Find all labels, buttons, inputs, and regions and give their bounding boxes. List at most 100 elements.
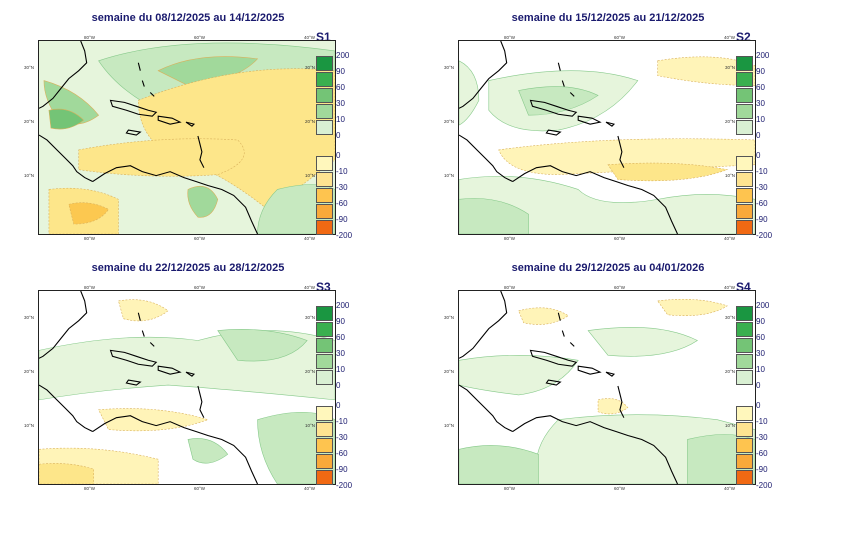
legend-value: 10 [336,365,345,374]
forecast-panel-s3: semaine du 22/12/2025 au 28/12/2025 S3 80°… [0,250,420,510]
legend-swatch [316,454,333,469]
coastline [577,365,602,375]
legend-value: 0 [336,151,341,160]
legend-value: 0 [336,131,341,140]
longitude-tick-label: 40°W [724,285,736,290]
legend-swatch [316,470,333,485]
legend-value: 0 [756,151,761,160]
legend-swatch [316,156,333,171]
anomaly-area [48,108,85,130]
anomaly-area [459,175,755,234]
color-legend: 200 90 60 30 10 0 0 -10 -30 -60 -90 -200 [736,302,796,490]
longitude-tick-label: 40°W [304,486,316,491]
coastline [125,129,142,136]
panel-title: semaine du 15/12/2025 au 21/12/2025 [511,12,705,24]
coastline [92,165,259,234]
legend-swatch [316,306,333,321]
longitude-tick-label: 40°W [304,285,316,290]
anomaly-area [257,184,335,234]
latitude-tick-label: 30°N [305,65,316,70]
legend-swatch [316,370,333,385]
legend-value: -10 [336,167,348,176]
legend-value: -90 [336,215,348,224]
legend-value: -10 [756,417,768,426]
legend-value: -30 [336,433,348,442]
coastline [512,415,679,484]
legend-swatch [736,104,753,119]
coastline [605,371,616,377]
legend-value: 200 [756,301,770,310]
coastline [125,379,142,386]
longitude-tick-label: 60°W [194,486,206,491]
latitude-tick-label: 20°N [305,119,316,124]
legend-value: 0 [756,401,761,410]
coastline [459,291,508,359]
panel-title: semaine du 29/12/2025 au 04/01/2026 [511,262,705,274]
legend-swatch [736,56,753,71]
coastline [557,62,575,97]
legend-swatch [736,120,753,135]
legend-swatch [736,438,753,453]
legend-value: 30 [756,349,765,358]
anomaly-area [257,411,335,484]
coastline [577,115,602,125]
longitude-tick-label: 80°W [504,486,516,491]
legend-swatch [736,422,753,437]
legend-value: -200 [756,231,773,240]
legend-swatch [316,204,333,219]
legend-value: 90 [336,317,345,326]
anomaly-area [98,408,209,432]
legend-swatch [736,406,753,421]
legend-value: 90 [756,317,765,326]
legend-value: 200 [336,301,350,310]
legend-value: -90 [756,215,768,224]
legend-value: 10 [756,115,765,124]
legend-value: -60 [756,199,768,208]
coastline [157,115,182,125]
legend-swatch [316,172,333,187]
legend-swatch [736,354,753,369]
legend-value: 0 [336,401,341,410]
forecast-panel-s1: semaine du 08/12/2025 au 14/12/2025 S1 80°… [0,0,420,260]
legend-value: -60 [336,199,348,208]
anomaly-area [217,329,308,362]
coastline [557,312,575,347]
coastline [617,135,625,168]
latitude-tick-label: 10°N [24,423,35,428]
legend-value: 60 [756,83,765,92]
anomaly-area [459,60,480,126]
color-legend: 200 90 60 30 10 0 0 -10 -30 -60 -90 -200 [316,302,376,490]
legend-value: 0 [756,381,761,390]
anomaly-area [518,307,569,325]
legend-swatch [736,204,753,219]
legend-value: -60 [336,449,348,458]
anomaly-map [38,40,336,235]
coastline [92,415,259,484]
legend-swatch [736,338,753,353]
legend-swatch [736,454,753,469]
legend-value: -30 [336,183,348,192]
longitude-tick-label: 80°W [84,285,96,290]
legend-swatch [316,220,333,235]
anomaly-area [587,327,698,357]
anomaly-area [118,299,169,322]
legend-swatch [736,470,753,485]
longitude-tick-label: 80°W [84,35,96,40]
longitude-tick-label: 80°W [84,236,96,241]
coastline [197,135,205,168]
legend-value: -30 [756,433,768,442]
map-canvas [459,41,755,234]
latitude-tick-label: 20°N [24,369,35,374]
legend-value: -30 [756,183,768,192]
map-canvas [39,41,335,234]
legend-value: -90 [336,465,348,474]
legend-value: -10 [336,417,348,426]
forecast-panel-s4: semaine du 29/12/2025 au 04/01/2026 S4 80°… [420,250,840,510]
latitude-tick-label: 10°N [444,173,455,178]
legend-swatch [316,338,333,353]
legend-swatch [736,72,753,87]
legend-swatch [736,306,753,321]
latitude-tick-label: 10°N [305,423,316,428]
legend-value: 90 [336,67,345,76]
anomaly-area [657,298,728,316]
